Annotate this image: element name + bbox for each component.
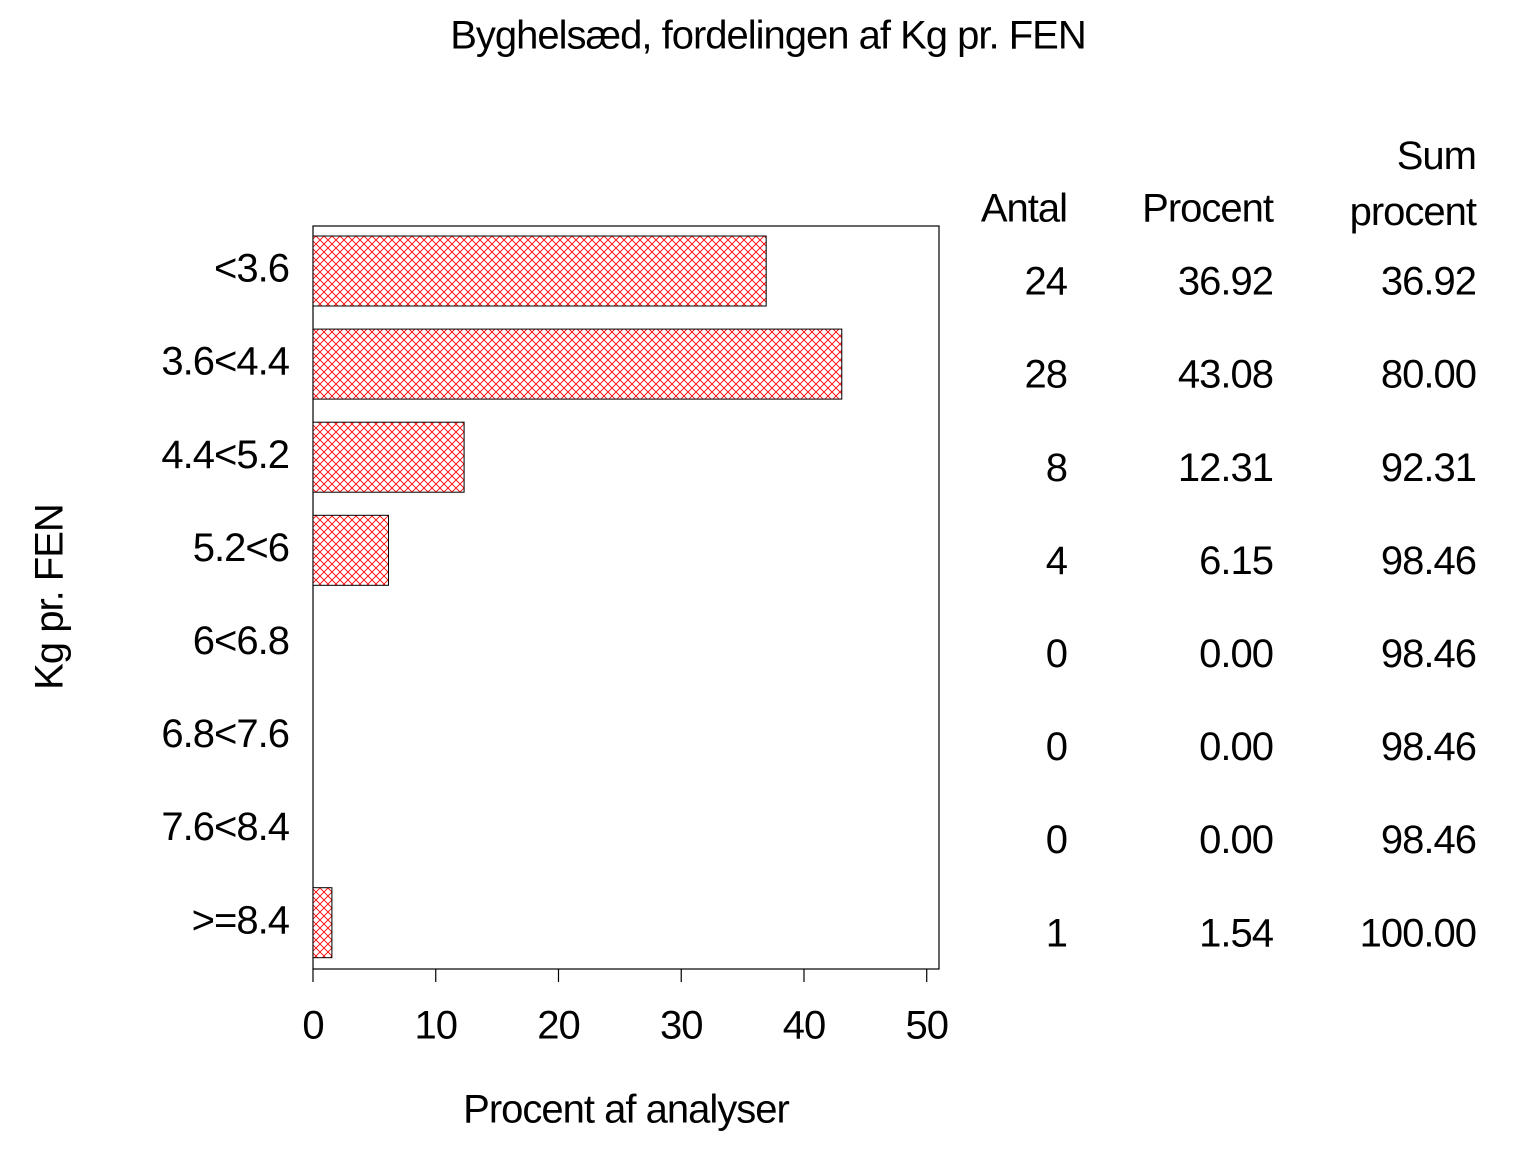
bar [312,514,389,586]
plot-frame [312,225,940,970]
chart-title: Byghelsæd, fordelingen af Kg pr. FEN [450,14,1085,58]
bar [312,235,767,307]
y-tick-label: 6.8<7.6 [161,712,289,756]
table-cell: 98.46 [1381,818,1476,862]
x-tick-label: 10 [414,1004,457,1048]
table-cell: 1.54 [1199,911,1274,955]
table-cell: 0 [1046,818,1067,862]
table-cell: 98.46 [1381,725,1476,769]
table-cell: 0 [1046,725,1067,769]
x-tick-label: 30 [660,1004,703,1048]
table-cell: 36.92 [1381,260,1476,304]
x-tick-label: 0 [302,1004,323,1048]
y-tick-label: 6<6.8 [193,619,289,663]
table-cell: 36.92 [1178,260,1273,304]
bar [312,421,465,493]
y-tick-label: >=8.4 [192,898,290,942]
table-cell: 98.46 [1381,539,1476,583]
x-tick-label: 20 [537,1004,580,1048]
table-cell: 0.00 [1199,818,1273,862]
table-header: Antal [981,187,1067,231]
table-header: Sum procent [1349,134,1477,234]
y-tick-label: <3.6 [214,247,289,291]
x-tick-label: 40 [783,1004,826,1048]
table-header: Procent [1142,187,1274,231]
y-tick-label: 5.2<6 [193,526,289,570]
table-cell: 6.15 [1199,539,1273,583]
x-axis-label: Procent af analyser [463,1088,789,1132]
table-cell: 8 [1046,446,1067,490]
table-cell: 100.00 [1360,911,1476,955]
table-cell: 98.46 [1381,632,1476,676]
table-cell: 0.00 [1199,725,1273,769]
table-cell: 92.31 [1381,446,1476,490]
bar [312,887,333,959]
table-cell: 80.00 [1381,353,1476,397]
table-cell: 43.08 [1178,353,1273,397]
y-tick-label: 7.6<8.4 [161,805,289,849]
table-cell: 24 [1025,260,1068,304]
table-cell: 0.00 [1199,632,1273,676]
table-cell: 1 [1046,911,1067,955]
y-tick-label: 4.4<5.2 [161,433,289,477]
table-cell: 0 [1046,632,1067,676]
bar [312,328,843,400]
y-axis-label: Kg pr. FEN [28,504,72,690]
table-cell: 12.31 [1178,446,1273,490]
y-tick-label: 3.6<4.4 [161,340,289,384]
table-cell: 4 [1046,539,1068,583]
table-cell: 28 [1025,353,1068,397]
x-tick-label: 50 [905,1004,948,1048]
